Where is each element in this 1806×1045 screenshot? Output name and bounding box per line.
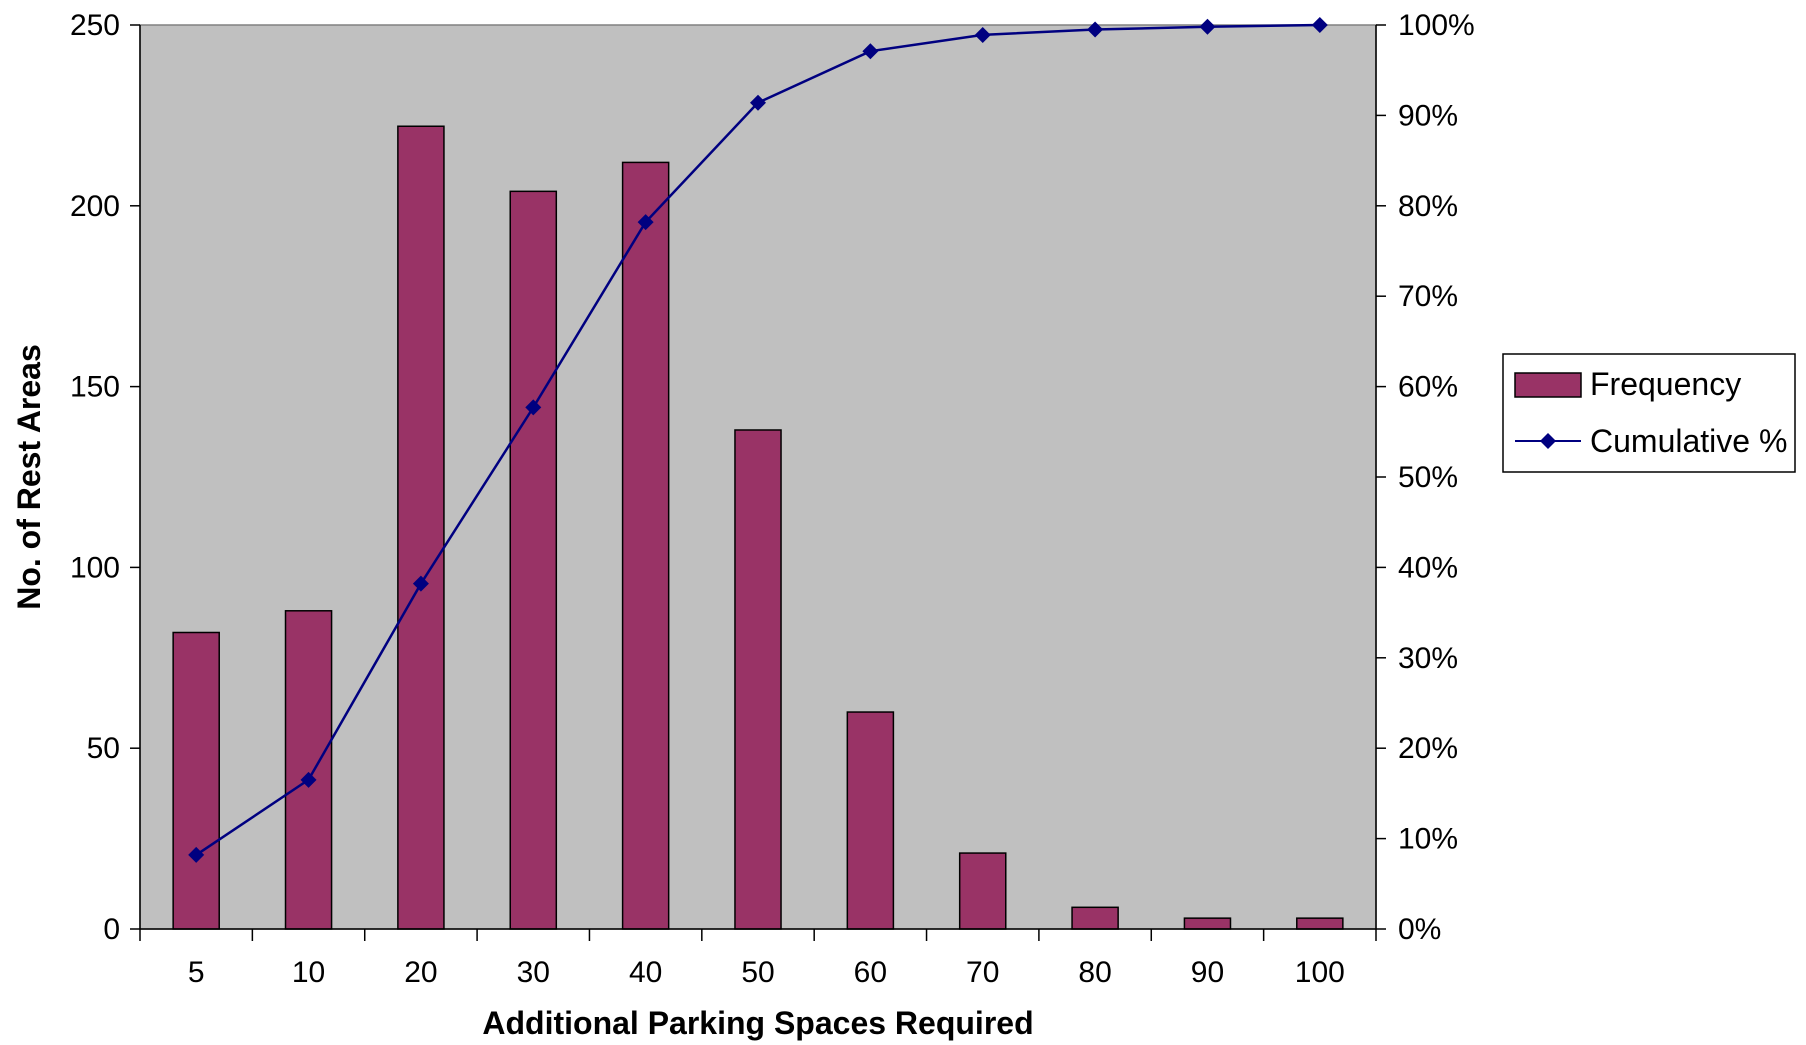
bar-40 — [621, 161, 670, 930]
x-tick-label-30: 30 — [517, 956, 550, 989]
y-tick-label-100: 100 — [70, 551, 120, 584]
y-tick-label-150: 150 — [70, 371, 120, 404]
axes — [130, 24, 1386, 941]
legend: Frequency Cumulative % — [1502, 353, 1796, 473]
x-tick-label-100: 100 — [1295, 956, 1345, 989]
bar-30 — [509, 190, 558, 930]
y-tick-label-0: 0 — [103, 913, 120, 946]
bar-50 — [734, 429, 782, 930]
bar-10 — [284, 610, 333, 930]
bar-70 — [958, 852, 1007, 930]
y-tick-label-50: 50 — [87, 732, 120, 765]
frequency-bars — [172, 125, 1344, 930]
y-axis-title: No. of Rest Areas — [11, 344, 47, 610]
y2-tick-label-7: 70% — [1398, 280, 1458, 313]
cumulative-point-70 — [974, 26, 991, 43]
y-tick-label-200: 200 — [70, 190, 120, 223]
y2-tick-label-5: 50% — [1398, 461, 1458, 494]
cumulative-point-30 — [525, 399, 542, 416]
x-axis-title: Additional Parking Spaces Required — [482, 1005, 1033, 1041]
y2-tick-label-0: 0% — [1398, 913, 1441, 946]
x-tick-label-10: 10 — [292, 956, 325, 989]
y2-tick-label-10: 100% — [1398, 9, 1475, 42]
bar-80 — [1071, 906, 1119, 930]
y2-tick-label-4: 40% — [1398, 551, 1458, 584]
legend-frequency-swatch — [1514, 372, 1582, 398]
tick-labels: 0 50 100 150 200 250 0% 10% 20% 30% 40% 50% 60% 70% 80… — [70, 9, 1475, 989]
cumulative-point-90 — [1199, 18, 1216, 35]
bar-5 — [172, 631, 220, 930]
legend-cumulative-diamond-marker — [1540, 433, 1556, 449]
bar-20 — [397, 125, 445, 930]
legend-cumulative-label: Cumulative % — [1590, 423, 1787, 459]
bar-90 — [1183, 917, 1232, 930]
cumulative-point-100 — [1311, 17, 1328, 33]
x-tick-label-5: 5 — [188, 956, 205, 989]
y2-tick-label-6: 60% — [1398, 371, 1458, 404]
cumulative-point-50 — [750, 94, 766, 111]
y2-tick-label-1: 10% — [1398, 823, 1458, 856]
y-tick-label-250: 250 — [70, 9, 120, 42]
y2-tick-label-3: 30% — [1398, 642, 1458, 675]
cumulative-line-layer — [188, 17, 1328, 863]
x-tick-label-90: 90 — [1191, 956, 1224, 989]
bar-100 — [1296, 917, 1344, 930]
y2-tick-label-8: 80% — [1398, 190, 1458, 223]
cumulative-point-60 — [862, 43, 879, 60]
x-tick-label-40: 40 — [629, 956, 662, 989]
x-tick-label-60: 60 — [854, 956, 887, 989]
x-tick-label-20: 20 — [404, 956, 437, 989]
legend-frequency-label: Frequency — [1590, 366, 1741, 402]
cumulative-point-10 — [300, 771, 317, 788]
x-tick-label-70: 70 — [966, 956, 999, 989]
x-tick-label-50: 50 — [741, 956, 774, 989]
cumulative-point-40 — [637, 214, 654, 231]
y2-tick-label-2: 20% — [1398, 732, 1458, 765]
cumulative-point-5 — [188, 846, 205, 863]
cumulative-point-20 — [412, 575, 429, 592]
y2-tick-label-9: 90% — [1398, 99, 1458, 132]
bar-60 — [846, 711, 895, 930]
x-tick-label-80: 80 — [1078, 956, 1111, 989]
cumulative-point-80 — [1087, 21, 1104, 38]
